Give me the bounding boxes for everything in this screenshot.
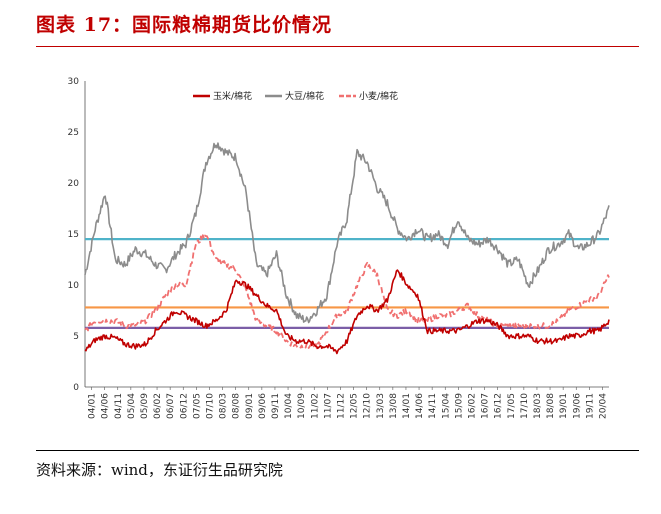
y-tick-label: 20 [68, 179, 80, 189]
x-tick-label: 14/01 [402, 393, 412, 419]
x-tick-label: 11/02 [310, 393, 320, 419]
x-tick-label: 16/07 [481, 393, 491, 419]
x-tick-label: 10/09 [297, 393, 307, 419]
x-tick-label: 19/06 [572, 393, 582, 419]
x-tick-label: 04/01 [88, 393, 98, 419]
y-tick-label: 15 [68, 230, 79, 240]
x-tick-label: 04/06 [101, 393, 111, 419]
y-tick-label: 5 [73, 332, 79, 342]
x-tick-label: 20/04 [598, 393, 608, 419]
x-tick-label: 17/05 [507, 393, 517, 419]
x-tick-label: 18/08 [546, 393, 556, 419]
chart-series [84, 142, 610, 355]
series-line-1 [84, 234, 610, 350]
x-tick-label: 07/05 [192, 393, 202, 419]
x-tick-label: 19/11 [585, 393, 595, 419]
x-tick-label: 17/10 [520, 393, 530, 419]
x-tick-label: 16/12 [494, 393, 504, 419]
x-tick-label: 15/09 [454, 393, 464, 419]
legend-label-0: 玉米/棉花 [213, 90, 252, 102]
series-line-0 [84, 142, 610, 324]
x-tick-label: 18/03 [533, 393, 543, 419]
legend-label-2: 小麦/棉花 [359, 90, 398, 102]
x-tick-label: 07/10 [205, 393, 215, 419]
y-tick-label: 25 [68, 128, 79, 138]
x-tick-label: 08/08 [232, 393, 242, 419]
x-tick-label: 13/08 [389, 393, 399, 419]
chart-title: 图表 17：国际粮棉期货比价情况 [36, 14, 333, 36]
source-rule [36, 450, 639, 451]
x-tick-label: 15/04 [441, 393, 451, 419]
x-tick-label: 09/01 [245, 393, 255, 419]
source-note: 资料来源：wind，东证衍生品研究院 [36, 461, 283, 479]
x-tick-label: 06/07 [166, 393, 176, 419]
x-tick-label: 10/04 [284, 393, 294, 419]
y-tick-label: 10 [68, 281, 80, 291]
x-tick-label: 12/05 [350, 393, 360, 419]
legend-label-1: 大豆/棉花 [285, 90, 324, 102]
x-tick-label: 14/06 [415, 393, 425, 419]
x-tick-label: 19/01 [559, 393, 569, 419]
series-line-2 [84, 269, 610, 355]
x-tick-label: 08/03 [219, 393, 229, 419]
x-tick-label: 09/06 [258, 393, 268, 419]
y-tick-label: 30 [68, 77, 80, 87]
x-tick-label: 09/11 [271, 393, 281, 419]
x-tick-label: 14/11 [428, 393, 438, 419]
x-tick-label: 12/10 [363, 393, 373, 419]
x-tick-label: 11/07 [323, 393, 333, 419]
x-tick-label: 16/02 [467, 393, 477, 419]
chart-legend: 玉米/棉花 大豆/棉花 小麦/棉花 [193, 90, 398, 102]
x-tick-label: 13/03 [376, 393, 386, 419]
x-tick-label: 06/12 [179, 393, 189, 419]
x-tick-label: 11/12 [336, 393, 346, 419]
x-tick-label: 05/04 [127, 393, 137, 419]
x-tick-label: 04/11 [114, 393, 124, 419]
x-tick-label: 05/09 [140, 393, 150, 419]
y-tick-label: 0 [73, 383, 79, 393]
x-tick-label: 06/02 [153, 393, 163, 419]
title-rule [36, 46, 639, 47]
